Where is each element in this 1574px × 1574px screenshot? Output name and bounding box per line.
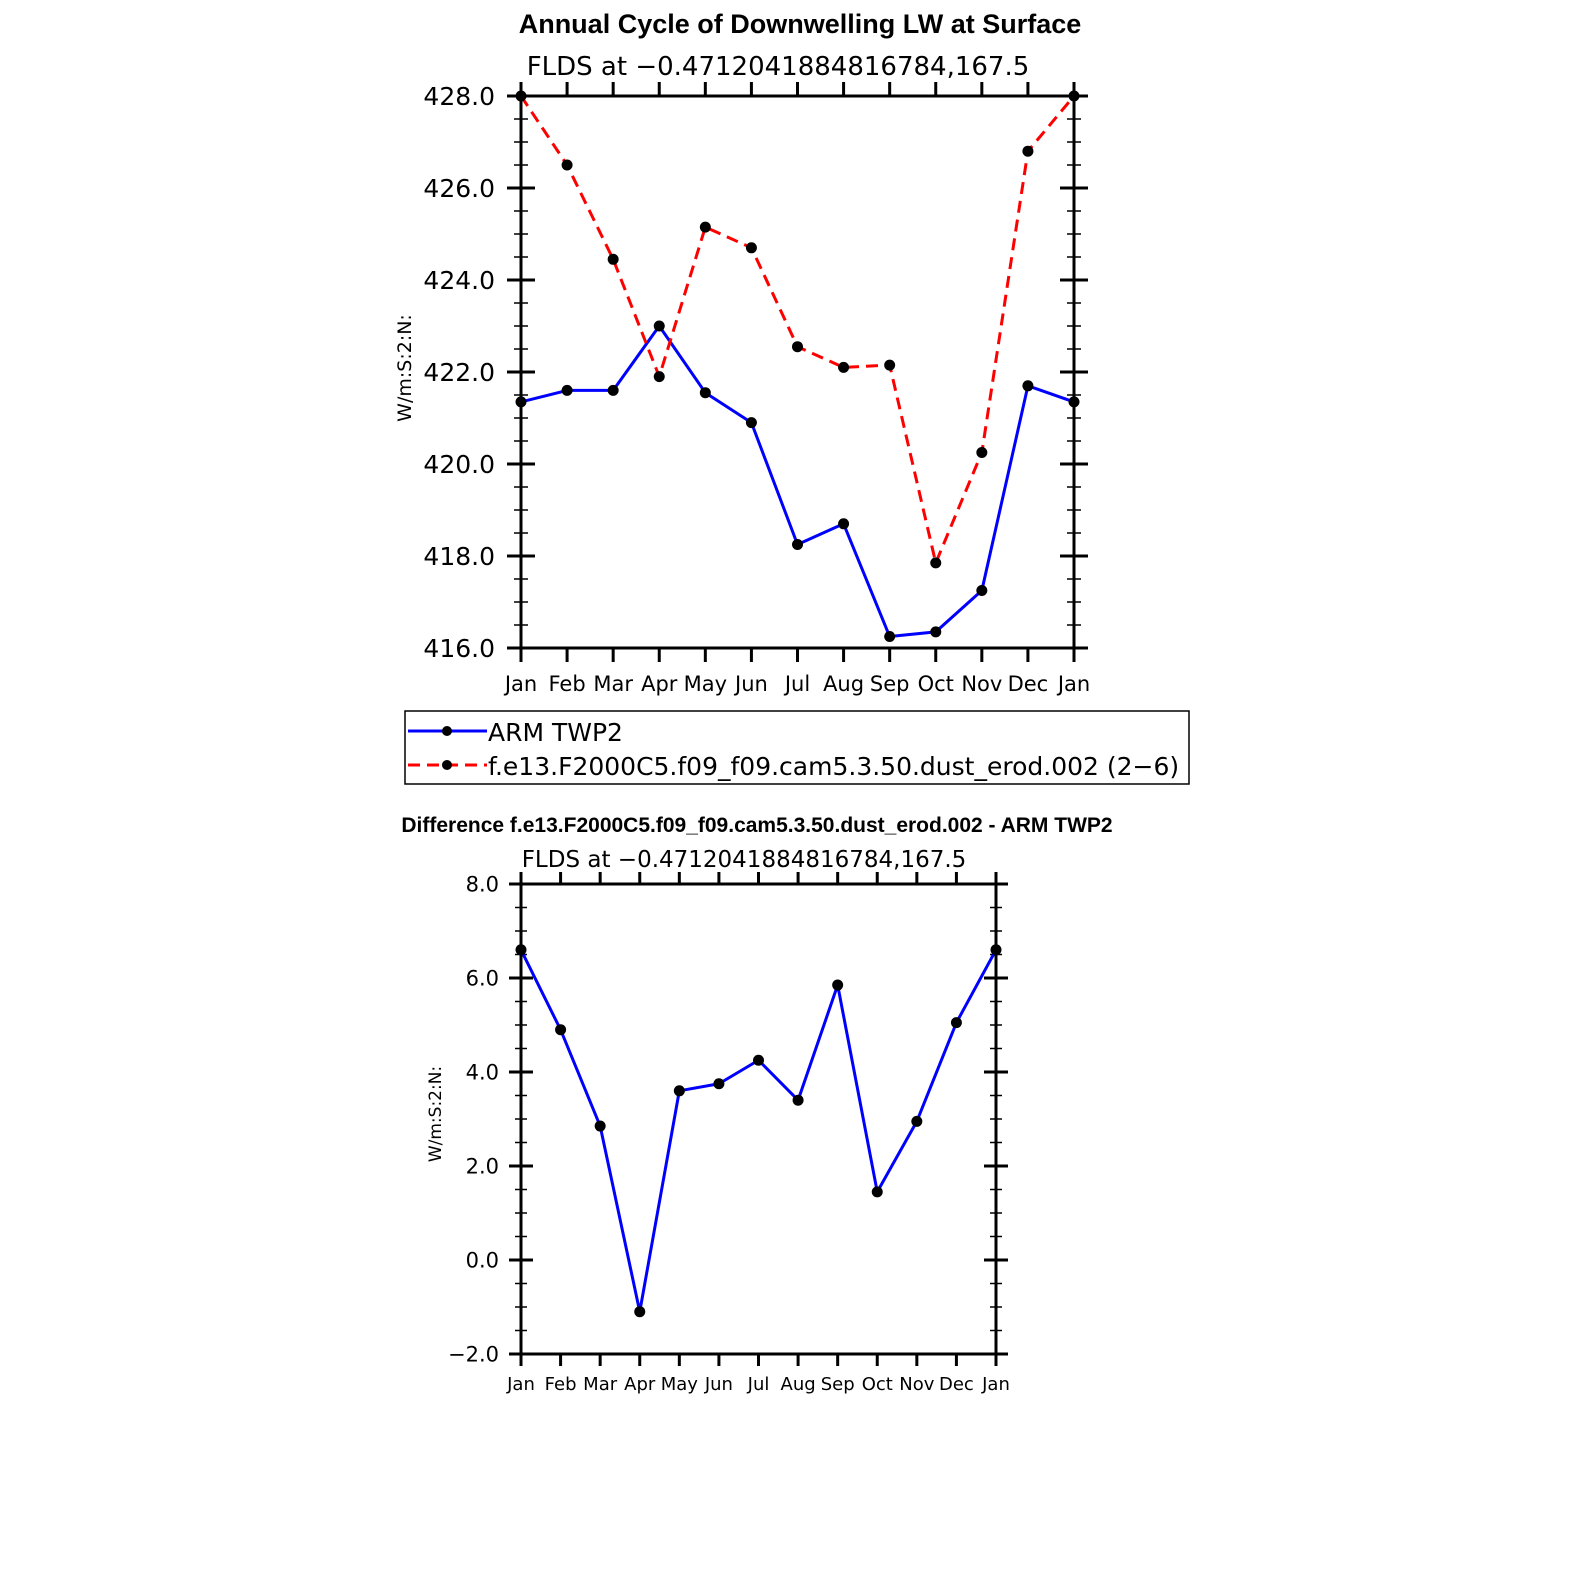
chart1-ytick-label: 418.0 (423, 542, 495, 571)
chart2-xtick-label: Aug (781, 1374, 816, 1395)
chart1-series-1-point (884, 359, 896, 371)
chart2-ylabel: W/m:S:2:N: (426, 1066, 446, 1162)
chart2-plot-frame (519, 882, 998, 1356)
chart1-xtick-label: Jan (503, 672, 537, 696)
chart1-ytick-label: 424.0 (423, 266, 495, 295)
chart2-series-0-point (713, 1078, 725, 1090)
chart2-series (515, 944, 1002, 1318)
chart2-series-0-point (673, 1085, 685, 1097)
chart1-series-0-point (745, 417, 757, 429)
chart2-xtick-label: Sep (821, 1374, 855, 1395)
chart1-axes: Jan Feb Mar Apr May Jun Jul Aug Sep Oct Nov Dec Jan 4… (423, 82, 1090, 696)
chart2-series-0-point (950, 1017, 962, 1029)
chart1-xtick-label: Jun (733, 672, 768, 696)
chart2-series-0-point (911, 1115, 923, 1127)
chart1-series-1-point (607, 253, 619, 265)
chart1-xtick-label: Feb (548, 672, 585, 696)
chart1-series-0-point (792, 539, 803, 550)
chart2-xtick-label: Feb (545, 1374, 577, 1395)
difference-chart: Difference f.e13.F2000C5.f09_f09.cam5.3.… (401, 814, 1112, 1395)
chart2-ytick-label: 2.0 (466, 1155, 499, 1179)
chart1-series-1-point (699, 221, 711, 233)
chart2-series-line-0 (519, 949, 998, 1314)
legend-marker-model (442, 760, 452, 770)
chart1-series-0-point (699, 387, 711, 399)
chart1-ytick-label: 420.0 (423, 450, 495, 479)
chart2-title: Difference f.e13.F2000C5.f09_f09.cam5.3.… (401, 814, 1112, 837)
chart1-series-0-point (653, 320, 665, 332)
chart2-ytick-label: 8.0 (466, 873, 499, 897)
chart2-axes: Jan Feb Mar Apr May Jun Jul Aug Sep Oct Nov Dec Jan−… (448, 872, 1010, 1395)
legend-label-arm-twp2: ARM TWP2 (488, 718, 623, 747)
chart2-subtitle: FLDS at −0.4712041884816784,167.5 (522, 847, 967, 873)
chart2-xtick-label: Nov (899, 1374, 934, 1395)
chart2-ytick-label: 4.0 (466, 1061, 499, 1085)
chart2-xtick-label: Dec (939, 1374, 974, 1395)
chart2-ytick-label: 6.0 (466, 967, 499, 991)
chart1-xtick-label: Mar (593, 672, 633, 696)
chart1-series (515, 90, 1080, 642)
chart1-ytick-label: 416.0 (423, 634, 495, 663)
chart1-subtitle: FLDS at −0.4712041884816784,167.5 (527, 52, 1030, 82)
chart1-series-1-point (792, 341, 803, 353)
chart2-series-0-point (555, 1024, 567, 1036)
chart1-series-1-point (745, 242, 757, 254)
chart1-series-0-point (884, 631, 896, 642)
chart2-xtick-label: Jan (506, 1374, 535, 1395)
chart1-xtick-label: Jan (1056, 672, 1090, 696)
chart2-series-0-point (634, 1306, 646, 1318)
chart2-ytick-label: 0.0 (466, 1249, 499, 1273)
chart1-series-1-point (561, 159, 573, 171)
chart2-xtick-label: Jun (704, 1374, 733, 1395)
chart1-xtick-label: Apr (641, 672, 678, 696)
chart1-xtick-label: Nov (961, 672, 1002, 696)
chart2-xtick-label: Oct (862, 1374, 893, 1395)
chart2-xtick-label: Apr (624, 1374, 656, 1395)
chart1-ytick-label: 428.0 (423, 82, 495, 111)
chart1-series-1-point (976, 447, 988, 458)
chart1-series-1-point (838, 361, 850, 373)
chart1-series-1-point (930, 557, 942, 569)
chart1-series-line-0 (520, 324, 1075, 638)
chart2-series-0-point (792, 1094, 804, 1106)
chart1-xtick-label: Dec (1008, 672, 1049, 696)
chart1-series-0-point (930, 626, 942, 638)
chart1-series-0-point (976, 585, 988, 596)
chart1-plot-frame (519, 94, 1076, 650)
chart2-series-0-point (871, 1186, 883, 1198)
chart2-series-0-point (832, 979, 844, 991)
chart1-xtick-label: Oct (918, 672, 954, 696)
legend-label-model: f.e13.F2000C5.f09_f09.cam5.3.50.dust_ero… (488, 752, 1179, 781)
chart1-series-1-point (1022, 145, 1034, 157)
chart1-series-0-point (838, 518, 850, 530)
chart1-series-0-point (1022, 380, 1034, 392)
chart1-series-1-point (653, 371, 665, 383)
chart2-xtick-label: May (661, 1374, 699, 1395)
chart1-ylabel: W/m:S:2:N: (394, 314, 416, 422)
chart1-xtick-label: Sep (870, 672, 910, 696)
chart1-ytick-label: 422.0 (423, 358, 495, 387)
chart2-xtick-label: Jan (981, 1374, 1010, 1395)
chart1-xtick-label: Jul (783, 672, 810, 696)
chart2-xtick-label: Jul (747, 1374, 770, 1395)
chart1-xtick-label: Aug (823, 672, 864, 696)
chart1-xtick-label: May (684, 672, 727, 696)
legend: ARM TWP2 f.e13.F2000C5.f09_f09.cam5.3.50… (404, 710, 1190, 785)
chart1-series-0-point (561, 384, 573, 396)
chart1-series-line-1 (519, 95, 1076, 565)
chart2-ytick-label: −2.0 (448, 1343, 499, 1367)
chart1-title: Annual Cycle of Downwelling LW at Surfac… (519, 9, 1082, 39)
annual-cycle-chart: Annual Cycle of Downwelling LW at Surfac… (394, 9, 1090, 696)
chart2-xtick-label: Mar (583, 1374, 618, 1395)
chart1-ytick-label: 426.0 (423, 174, 495, 203)
chart2-series-0-point (753, 1054, 764, 1066)
legend-marker-arm-twp2 (442, 726, 452, 736)
chart2-series-0-point (594, 1120, 606, 1132)
legend-box (404, 710, 1190, 785)
chart1-series-0-point (607, 384, 619, 396)
